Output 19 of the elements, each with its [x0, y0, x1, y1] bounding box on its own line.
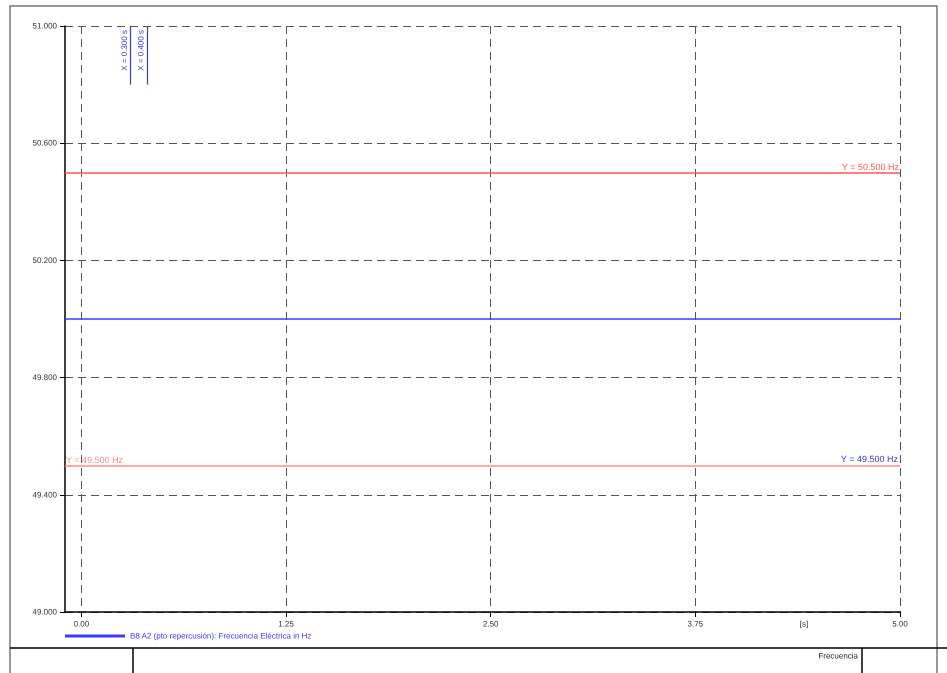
y-tick-label: 50.200 — [32, 256, 58, 265]
text: B8 A2 (pto repercusión): Frecuencia Eléctrica in Hz — [130, 632, 312, 640]
y-tick-label: 49.000 — [32, 608, 58, 616]
x-tick-label: 1.25 — [278, 620, 294, 628]
x-tick-label: 2.50 — [482, 620, 500, 628]
y-tick-label: 49.800 — [32, 373, 58, 382]
ref-line-label: Y = 50.500 Hz — [842, 162, 900, 172]
annotation: Y = 49.500 Hz — [840, 454, 898, 464]
x-tick-label: 5.00 — [892, 620, 908, 628]
y-tick-label: 50.600 — [32, 138, 58, 148]
x-tick-label: 3.75 — [688, 620, 704, 628]
x-tick-label: 0.00 — [74, 620, 90, 628]
y-tick-label: 49.400 — [32, 490, 58, 500]
text: Frecuencia — [818, 652, 859, 660]
x-axis-title: [s] — [800, 620, 808, 628]
ref-line-label: Y = 49.500 Hz — [66, 455, 124, 465]
ref-line-label: X = 0.400 s — [136, 30, 146, 71]
y-tick-label: 51.000 — [32, 22, 58, 30]
ref-line-label: X = 0.300 s — [120, 30, 129, 71]
